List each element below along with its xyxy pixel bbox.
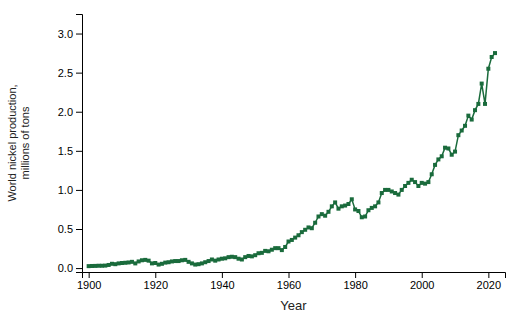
tick-mark <box>289 272 290 278</box>
y-axis-title-line: millions of tons <box>19 106 31 179</box>
tick-mark <box>355 272 356 278</box>
point <box>470 118 474 122</box>
tick-mark <box>76 151 82 152</box>
point <box>283 245 287 249</box>
tick-label: 2.5 <box>58 67 73 79</box>
tick: 1.5 <box>58 145 82 157</box>
tick: 1980 <box>343 272 367 291</box>
point <box>466 114 470 118</box>
tick-label: 1920 <box>144 279 168 291</box>
point <box>350 197 354 201</box>
tick-mark <box>76 229 82 230</box>
tick-label: 1940 <box>210 279 234 291</box>
tick: 2.0 <box>58 106 82 118</box>
tick: 1920 <box>144 272 168 291</box>
tick-label: 1960 <box>277 279 301 291</box>
point <box>333 200 337 204</box>
x-axis-title: Year <box>280 298 307 313</box>
tick: 3.0 <box>58 28 82 40</box>
line <box>89 53 495 266</box>
point <box>483 102 487 106</box>
tick-mark <box>89 272 90 278</box>
tick-mark <box>422 272 423 278</box>
point <box>476 102 480 106</box>
point <box>310 226 314 230</box>
point <box>413 180 417 184</box>
tick: 2000 <box>410 272 434 291</box>
tick: 1.0 <box>58 184 82 196</box>
tick: 0.0 <box>58 262 82 274</box>
point <box>460 128 464 132</box>
point <box>456 133 460 137</box>
tick-mark <box>488 272 489 278</box>
tick-mark <box>222 272 223 278</box>
tick: 2020 <box>477 272 501 291</box>
tick: 1960 <box>277 272 301 291</box>
tick-label: 3.0 <box>58 28 73 40</box>
tick: 0.5 <box>58 223 82 235</box>
y-axis: 0.0 0.5 1.0 1.5 2.0 2.5 3.0 <box>58 15 83 275</box>
plot-area: 1900 1920 1940 1960 1980 2000 2020 0.0 0.5 1.0 1.5… <box>58 15 506 291</box>
tick-label: 1980 <box>343 279 367 291</box>
point <box>373 204 377 208</box>
y-axis-title-line: World nickel production, <box>6 84 18 201</box>
point <box>433 163 437 167</box>
tick-label: 2000 <box>410 279 434 291</box>
tick-mark <box>76 73 82 74</box>
point <box>440 154 444 158</box>
point <box>396 193 400 197</box>
tick-mark <box>155 272 156 278</box>
tick-mark <box>76 190 82 191</box>
point <box>346 202 350 206</box>
point <box>493 51 497 55</box>
point <box>323 214 327 218</box>
y-axis-title: World nickel production,millions of tons <box>6 84 31 201</box>
point <box>473 108 477 112</box>
axis-line <box>76 15 83 273</box>
tick-label: 2020 <box>477 279 501 291</box>
point <box>446 146 450 150</box>
chart: 1900 1920 1940 1960 1980 2000 2020 0.0 0.5 1.0 1.5… <box>0 0 523 318</box>
point <box>356 209 360 213</box>
tick-mark <box>76 34 82 35</box>
tick: 1940 <box>210 272 234 291</box>
series <box>87 51 497 268</box>
tick-mark <box>76 268 82 269</box>
point <box>376 200 380 204</box>
tick-label: 1.5 <box>58 145 73 157</box>
axis-line <box>83 273 506 279</box>
tick-label: 0.5 <box>58 223 73 235</box>
point <box>313 221 317 225</box>
point <box>490 55 494 59</box>
tick-label: 0.0 <box>58 262 73 274</box>
x-axis: 1900 1920 1940 1960 1980 2000 2020 <box>77 272 506 291</box>
point <box>426 180 430 184</box>
tick-label: 1900 <box>77 279 101 291</box>
tick-label: 2.0 <box>58 106 73 118</box>
point <box>486 67 490 71</box>
tick: 1900 <box>77 272 101 291</box>
point <box>453 150 457 154</box>
tick: 2.5 <box>58 67 82 79</box>
point <box>330 204 334 208</box>
tick-mark <box>76 112 82 113</box>
point <box>400 188 404 192</box>
point <box>326 210 330 214</box>
point <box>430 172 434 176</box>
tick-label: 1.0 <box>58 184 73 196</box>
point <box>480 82 484 86</box>
point <box>463 124 467 128</box>
point <box>363 214 367 218</box>
